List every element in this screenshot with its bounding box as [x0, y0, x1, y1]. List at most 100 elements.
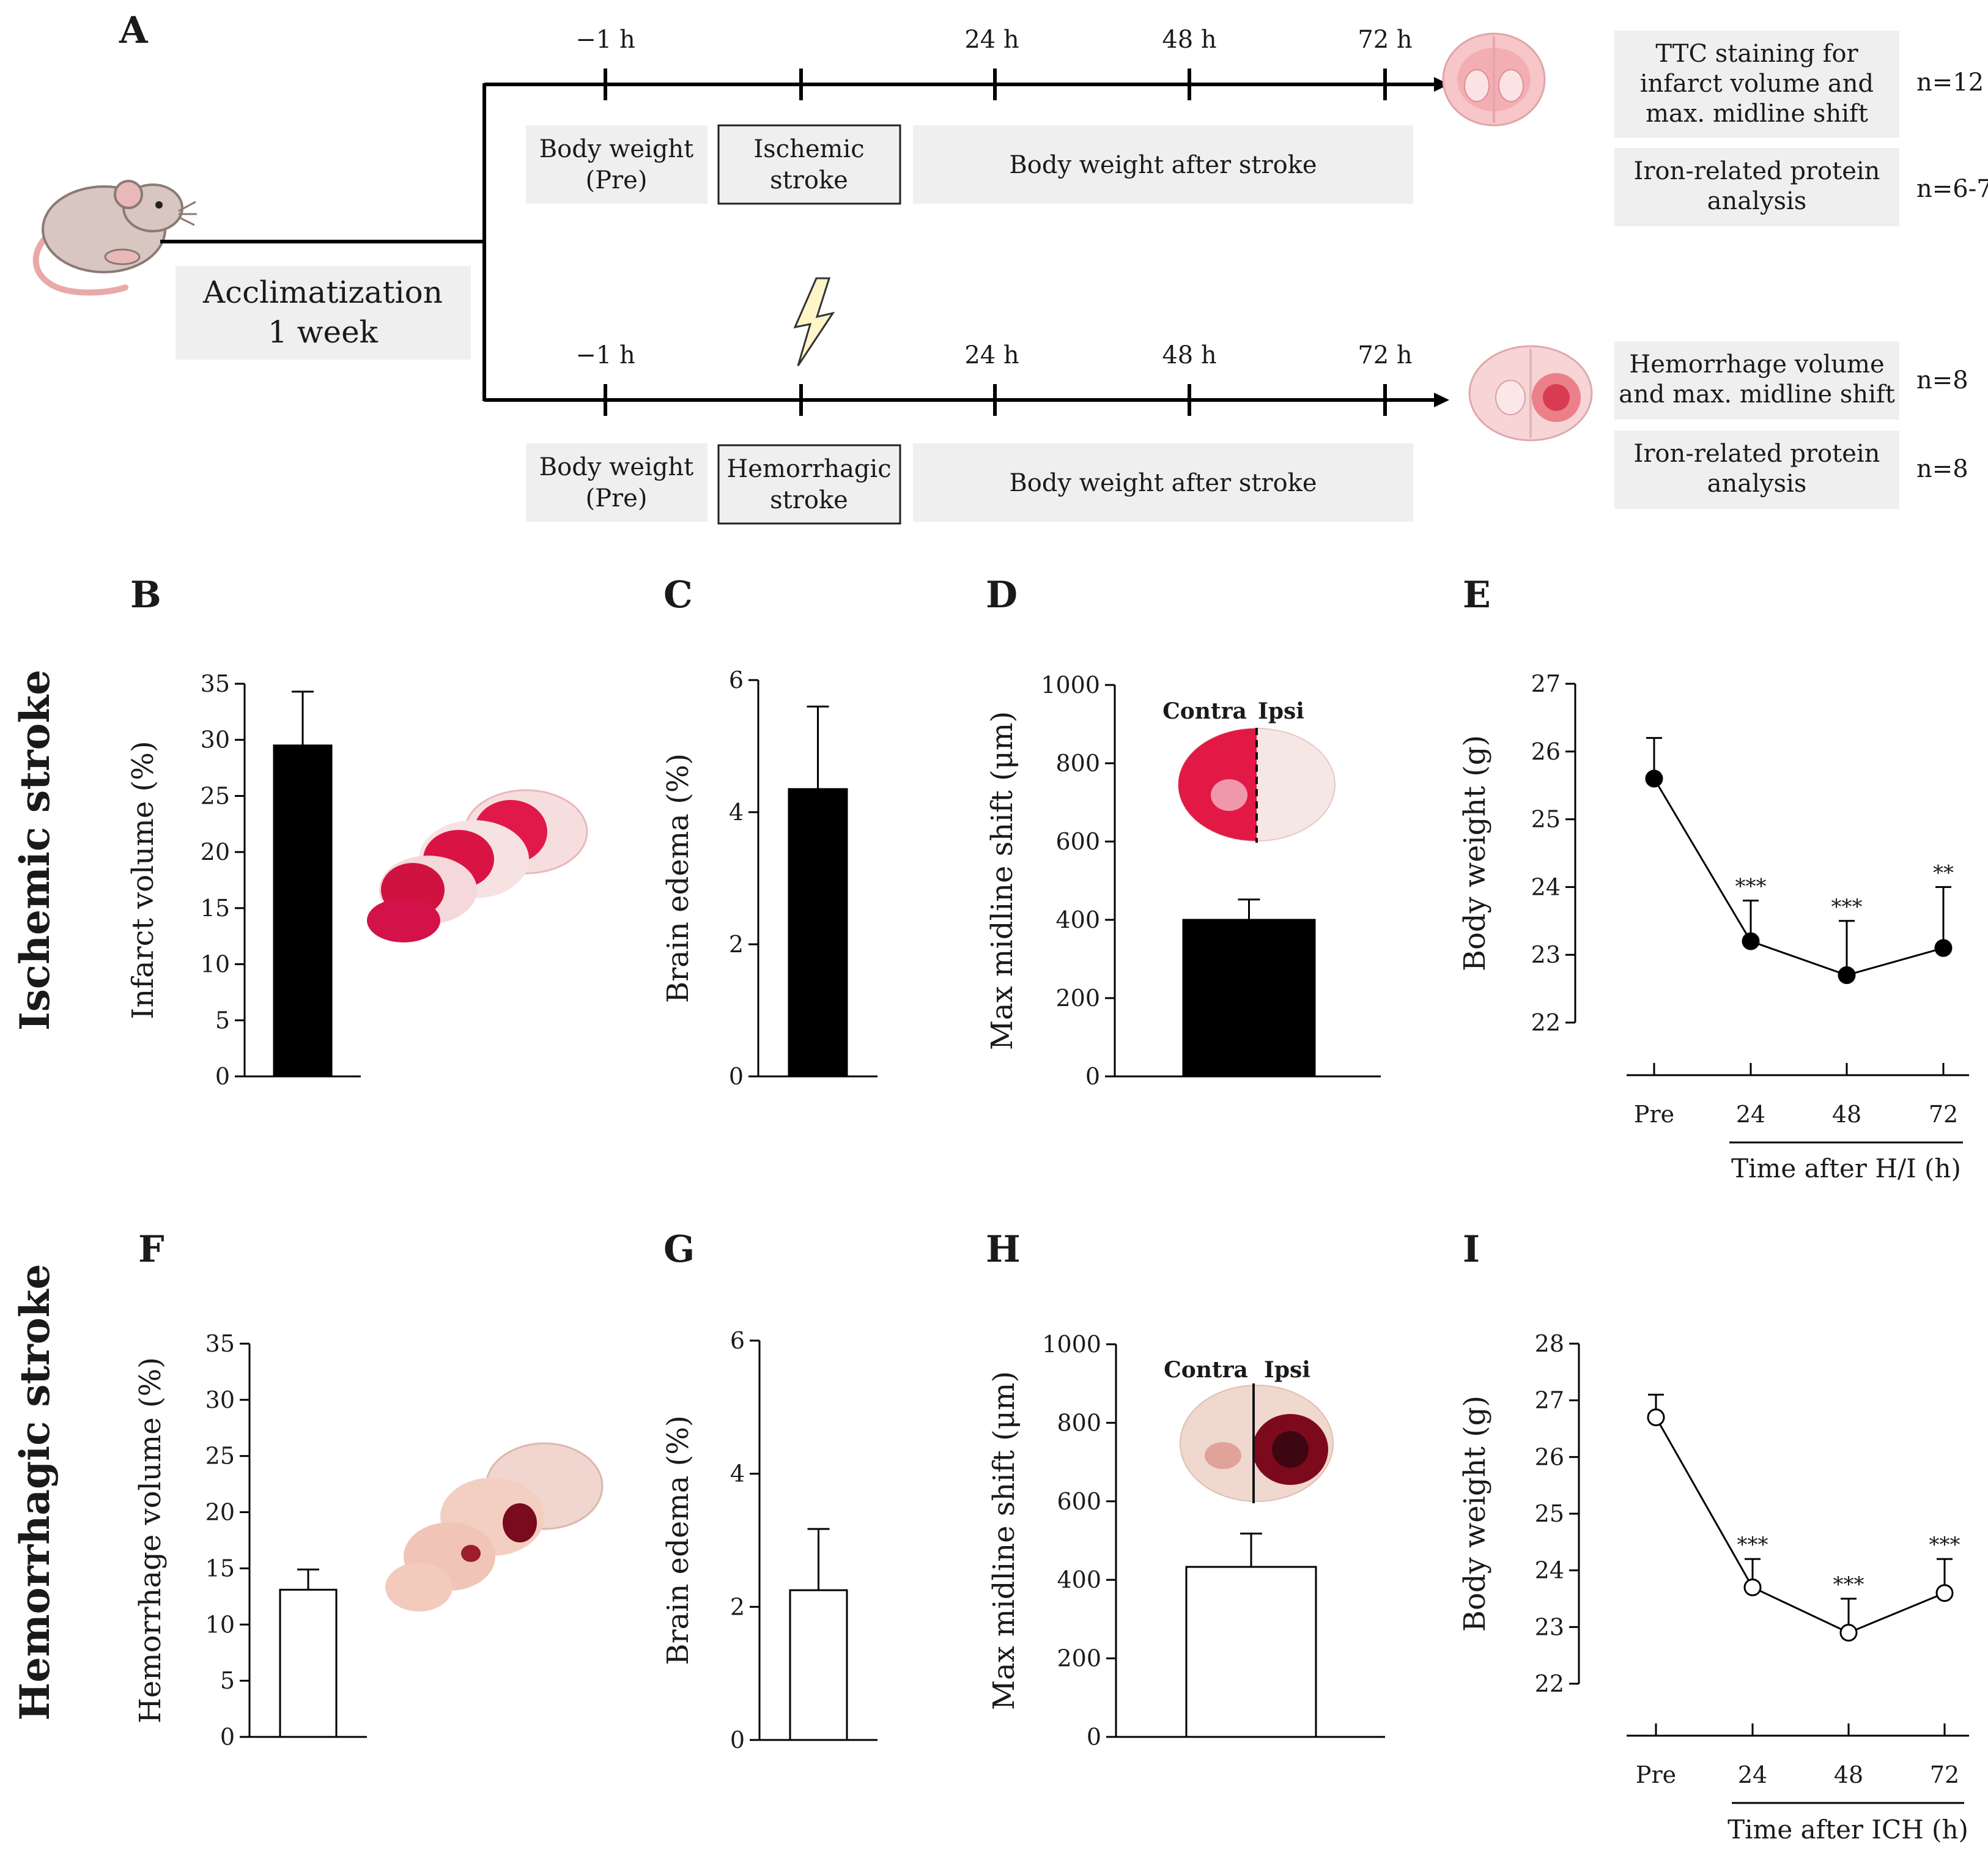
- data-point: [1742, 932, 1760, 950]
- panel-letter-c: C: [663, 574, 693, 616]
- box-ischemic-stroke-line2: stroke: [770, 166, 848, 194]
- chart-hemorrhage-volume: 0 5 10 15 20 25 30 35 Hemorrhage volume (%): [133, 1330, 367, 1750]
- y-tick-label: 200: [1057, 1645, 1101, 1672]
- box-bottom-body-weight-pre-line1: Body weight: [539, 453, 694, 481]
- y-tick-label: 6: [729, 667, 744, 694]
- time-label-top-24h: 24 h: [964, 26, 1019, 54]
- y-axis-label: Max midline shift (μm): [985, 711, 1019, 1050]
- x-tick-label: 48: [1832, 1101, 1861, 1128]
- chart-brain-edema-hemorrhagic: 0 2 4 6 Brain edema (%): [661, 1327, 878, 1753]
- y-tick-label: 600: [1057, 1488, 1101, 1515]
- y-axis-label: Body weight (g): [1458, 735, 1492, 971]
- y-tick-label: 28: [1535, 1330, 1564, 1357]
- outcome-ttc-n: n=12: [1916, 68, 1984, 97]
- bar: [789, 1589, 848, 1741]
- y-tick-label: 22: [1535, 1670, 1564, 1697]
- y-tick-label: 24: [1531, 873, 1561, 900]
- y-tick-label: 4: [730, 1460, 745, 1487]
- y-tick-label: 23: [1531, 941, 1561, 968]
- y-tick-label: 25: [201, 782, 230, 809]
- x-axis-label: Time after ICH (h): [1727, 1815, 1968, 1845]
- chart-body-weight-ischemic: 22 23 24 25 26 27 Body weight (g) Pre 24 48 72 Time…: [1458, 670, 1969, 1183]
- image-annotation: Ipsi: [1264, 1357, 1310, 1383]
- y-tick-label: 800: [1057, 1409, 1101, 1436]
- y-tick-label: 4: [729, 799, 744, 826]
- image-annotation: Contra: [1164, 1357, 1248, 1383]
- data-point: [1935, 1584, 1954, 1602]
- outcome-ttc-line2: infarct volume and: [1640, 70, 1874, 98]
- outcome-hemorrhage-n: n=8: [1916, 366, 1968, 394]
- y-tick-label: 27: [1535, 1387, 1564, 1414]
- x-tick-label: 72: [1930, 1761, 1959, 1788]
- y-axis-label: Brain edema (%): [661, 753, 695, 1003]
- panel-letter-b: B: [130, 574, 161, 616]
- outcome-box-hemorrhage: [1614, 341, 1899, 420]
- time-label-top-minus1h: −1 h: [575, 26, 635, 54]
- acclimatization-label: Acclimatization: [202, 275, 443, 310]
- box-hemorrhagic-stroke-line2: stroke: [770, 486, 848, 514]
- bar: [279, 1588, 338, 1738]
- panel-letter-a: A: [119, 9, 149, 52]
- series-line: [1655, 1416, 1945, 1634]
- image-annotation: Ipsi: [1258, 698, 1304, 724]
- y-tick-label: 15: [205, 1555, 235, 1582]
- time-label-bottom-72h: 72 h: [1358, 341, 1412, 369]
- y-tick-label: 27: [1531, 670, 1561, 697]
- box-bottom-body-weight-after: [913, 443, 1413, 522]
- ich-midline-image: [1180, 1383, 1334, 1503]
- bar: [1182, 919, 1316, 1078]
- ttc-slices-image: [367, 789, 588, 942]
- y-tick-label: 25: [1531, 806, 1561, 833]
- y-tick-label: 800: [1055, 750, 1100, 777]
- y-tick-label: 25: [1535, 1500, 1564, 1527]
- y-tick-label: 2: [729, 931, 744, 958]
- box-ischemic-stroke: [717, 124, 901, 205]
- significance-marker: ***: [1735, 875, 1767, 899]
- chart-body-weight-hemorrhagic: 22 23 24 25 26 27 28 Body weight (g) Pre 24 48 72 Ti…: [1458, 1330, 1969, 1845]
- y-tick-label: 0: [1085, 1063, 1100, 1090]
- lightning-icon: [793, 277, 835, 366]
- y-tick-label: 10: [205, 1611, 235, 1638]
- series-line: [1653, 778, 1944, 977]
- significance-marker: ***: [1929, 1533, 1960, 1557]
- y-tick-label: 20: [201, 838, 230, 865]
- y-tick-label: 24: [1535, 1557, 1564, 1584]
- x-tick-label: 48: [1834, 1761, 1863, 1788]
- y-tick-label: 15: [201, 895, 230, 922]
- y-tick-label: 5: [220, 1667, 235, 1694]
- x-tick-label: 24: [1736, 1101, 1765, 1128]
- outcome-box-iron-bottom: [1614, 431, 1899, 509]
- y-tick-label: 400: [1057, 1566, 1101, 1593]
- chart-infarct-volume: 0 5 10 15 20 25 30 35 Infarct volume (%): [126, 670, 361, 1090]
- chart-brain-edema-ischemic: 0 2 4 6 Brain edema (%): [661, 667, 878, 1090]
- data-point: [1839, 1624, 1858, 1642]
- y-tick-label: 30: [201, 727, 230, 753]
- brain-coronal-icon-top: [1442, 32, 1546, 127]
- chart-midline-shift-ischemic: 0 200 400 600 800 1000 Max midline shift (μm) C…: [985, 672, 1381, 1090]
- y-axis-label: Infarct volume (%): [126, 741, 160, 1019]
- y-tick-label: 22: [1531, 1009, 1561, 1036]
- data-point: [1647, 1408, 1665, 1426]
- box-top-body-weight-pre: [526, 125, 708, 204]
- y-axis-label: Brain edema (%): [661, 1415, 695, 1665]
- outcome-iron-top-n: n=6-7: [1916, 175, 1988, 203]
- outcome-box-ttc: [1614, 31, 1899, 138]
- outcome-ttc-line1: TTC staining for: [1655, 40, 1858, 68]
- panel-letter-i: I: [1463, 1228, 1480, 1271]
- y-tick-label: 0: [215, 1063, 230, 1090]
- y-tick-label: 1000: [1042, 1331, 1101, 1358]
- y-tick-label: 600: [1055, 828, 1100, 855]
- time-label-bottom-48h: 48 h: [1162, 341, 1216, 369]
- box-hemorrhagic-stroke: [717, 444, 901, 525]
- data-point: [1645, 769, 1663, 788]
- acclimatization-box: [176, 266, 471, 360]
- y-tick-label: 5: [215, 1007, 230, 1034]
- y-tick-label: 400: [1055, 906, 1100, 933]
- box-top-body-weight-after: [913, 125, 1413, 204]
- y-tick-label: 0: [729, 1063, 744, 1090]
- y-tick-label: 0: [220, 1723, 235, 1750]
- row-label-ischemic: Ischemic stroke: [11, 670, 59, 1031]
- x-axis-label: Time after H/I (h): [1731, 1153, 1961, 1183]
- brain-coronal-icon-bottom: [1468, 345, 1593, 442]
